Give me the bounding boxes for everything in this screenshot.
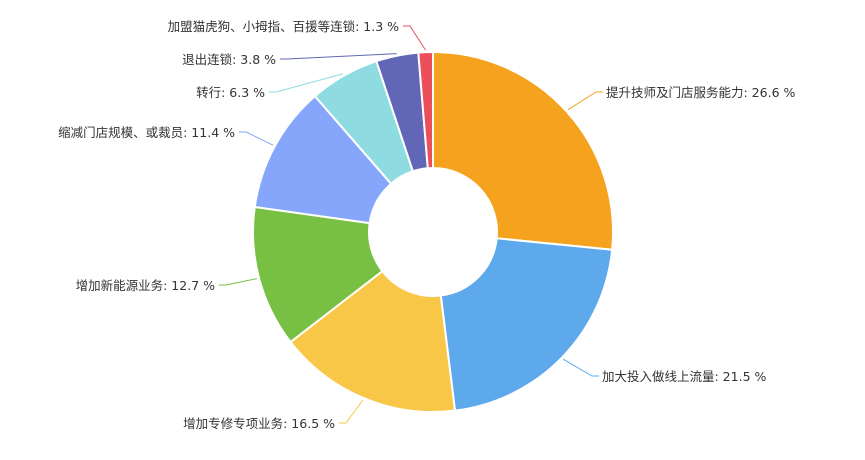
- slice-label: 增加专修专项业务: 16.5 %: [183, 416, 335, 431]
- leader-line: [403, 25, 426, 51]
- slice-label: 退出连锁: 3.8 %: [182, 52, 276, 67]
- leader-line: [219, 278, 258, 286]
- leader-line: [339, 399, 364, 424]
- slice-specialty: [289, 269, 457, 413]
- leader-line: [567, 91, 603, 111]
- leader-line: [280, 53, 397, 60]
- leader-line: [269, 73, 344, 93]
- slice-label: 增加新能源业务: 12.7 %: [76, 278, 215, 293]
- leader-line: [562, 358, 599, 377]
- slice-label: 加大投入做线上流量: 21.5 %: [602, 369, 766, 384]
- slice-label: 提升技师及门店服务能力: 26.6 %: [606, 85, 795, 100]
- slice-label: 加盟猫虎狗、小拇指、百援等连锁: 1.3 %: [168, 19, 400, 34]
- slice-label: 缩减门店规模、或裁员: 11.4 %: [58, 125, 235, 140]
- slice-service: [432, 50, 614, 251]
- leader-line: [239, 131, 274, 146]
- slice-downsize: [253, 94, 393, 225]
- slice-new-energy: [252, 205, 384, 344]
- slice-franchise: [417, 50, 434, 170]
- slice-label: 转行: 6.3 %: [196, 85, 265, 100]
- slice-online-traffic: [439, 237, 614, 412]
